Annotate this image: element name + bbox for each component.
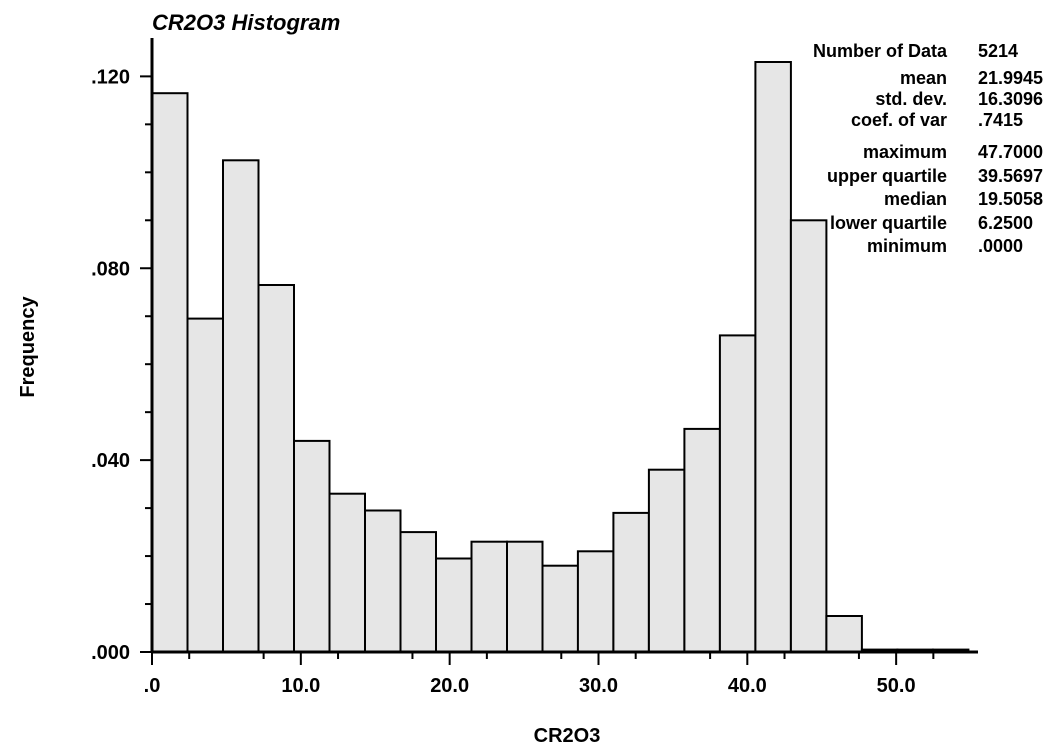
chart-title: CR2O3 Histogram xyxy=(152,10,340,35)
histogram-bar-13 xyxy=(576,550,615,653)
stat-value: 5214 xyxy=(978,41,1018,61)
histogram-bar-10 xyxy=(470,540,508,654)
stat-value: 16.3096 xyxy=(978,89,1043,109)
histogram-bar-15 xyxy=(647,468,686,654)
histogram-bar-11 xyxy=(506,540,544,654)
histogram-bar-8 xyxy=(399,531,437,653)
stat-value: 47.7000 xyxy=(978,142,1043,162)
x-tick-label: 20.0 xyxy=(430,675,469,697)
histogram-bar-4 xyxy=(257,284,295,653)
stat-value: 6.2500 xyxy=(978,213,1033,233)
histogram-bar-3 xyxy=(222,159,260,654)
y-tick-label: .120 xyxy=(91,66,130,88)
histogram-bar-19 xyxy=(789,219,828,654)
statistics-panel: Number of Data 5214 mean 21.9945 std. dev. 16… xyxy=(813,41,1043,256)
histogram-bar-16 xyxy=(683,427,721,653)
y-axis-title: Frequency xyxy=(17,296,39,398)
histogram-bar-2 xyxy=(186,317,224,653)
stat-label: upper quartile xyxy=(827,166,947,186)
labels-layer: CR2O3 Histogram CR2O3 Frequency xyxy=(17,10,600,747)
stat-label: minimum xyxy=(867,236,947,256)
stat-label: Number of Data xyxy=(813,41,948,61)
stat-value: .0000 xyxy=(978,236,1023,256)
stat-label: maximum xyxy=(863,142,947,162)
y-tick-label: .000 xyxy=(91,642,130,664)
bars-layer xyxy=(151,61,970,654)
histogram-bar-1 xyxy=(151,92,189,653)
stat-value: 39.5697 xyxy=(978,166,1043,186)
x-tick-label: 40.0 xyxy=(728,675,767,697)
axes-layer xyxy=(150,38,978,654)
stat-value: 19.5058 xyxy=(978,189,1043,209)
histogram-bar-7 xyxy=(364,509,402,653)
histogram-bar-18 xyxy=(754,61,792,653)
x-tick-label: 10.0 xyxy=(281,675,320,697)
stat-label: std. dev. xyxy=(875,89,947,109)
x-axis-title: CR2O3 xyxy=(534,725,601,747)
histogram-bar-5 xyxy=(293,439,331,653)
y-tick-label: .080 xyxy=(91,258,130,280)
histogram-bar-17 xyxy=(718,334,757,653)
y-tick-label: .040 xyxy=(91,450,130,472)
stat-label: median xyxy=(884,189,947,209)
stat-label: coef. of var xyxy=(851,110,947,130)
histogram-bar-20 xyxy=(825,615,863,653)
x-tick-label: 30.0 xyxy=(579,675,618,697)
stat-value: 21.9945 xyxy=(978,68,1043,88)
x-tick-label: .0 xyxy=(144,675,161,697)
ticks-layer: .000 .040 .080 .120 .0 10.0 20.0 30.0 40.0 50.0 xyxy=(91,66,935,697)
histogram-bar-14 xyxy=(612,511,650,654)
stat-label: lower quartile xyxy=(830,213,947,233)
stat-value: .7415 xyxy=(978,110,1023,130)
stat-label: mean xyxy=(900,68,947,88)
histogram-bar-9 xyxy=(435,557,473,653)
x-tick-label: 50.0 xyxy=(877,675,916,697)
histogram-bar-6 xyxy=(328,492,366,654)
histogram-bar-12 xyxy=(541,564,579,654)
